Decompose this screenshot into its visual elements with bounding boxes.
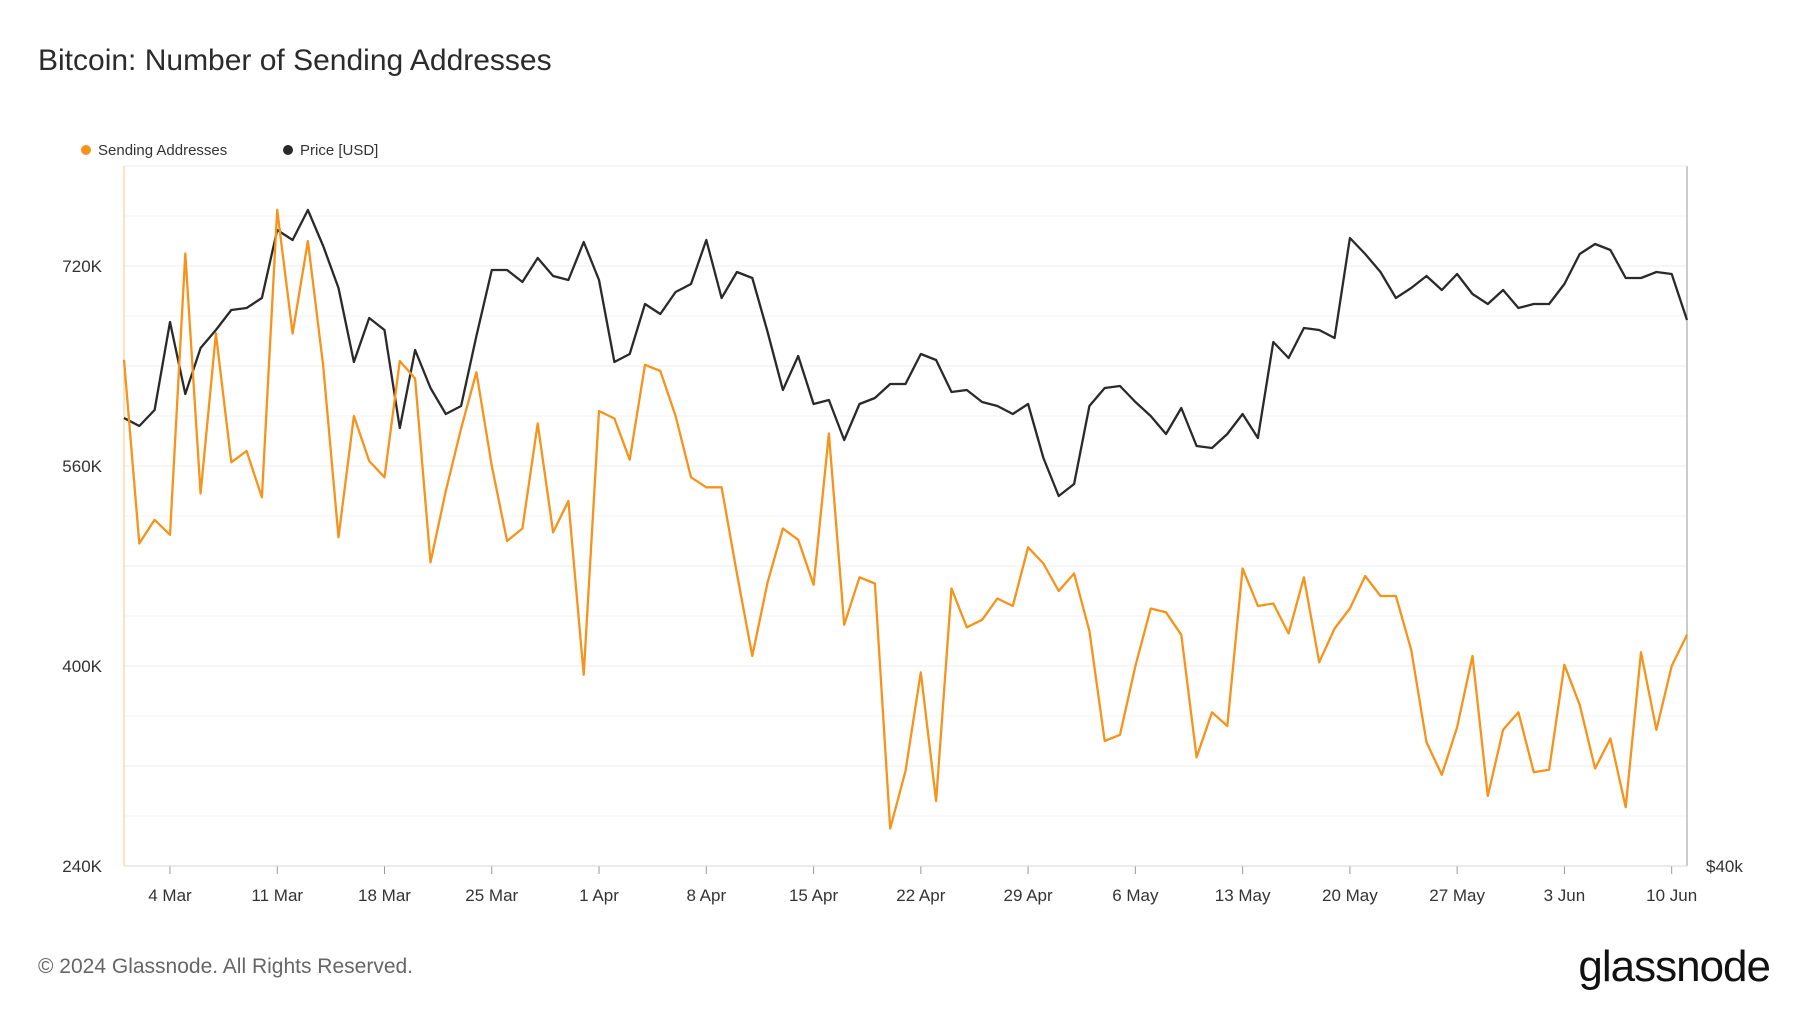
x-tick-label: 27 May [1429, 886, 1485, 905]
x-tick-label: 20 May [1322, 886, 1378, 905]
legend-marker [81, 145, 91, 155]
grid-lines [124, 215, 1687, 817]
y-tick-label: 560K [62, 457, 102, 476]
x-tick-label: 11 Mar [251, 886, 303, 905]
x-tick-label: 18 Mar [358, 886, 411, 905]
chart-title: Bitcoin: Number of Sending Addresses [38, 44, 552, 77]
x-tick-label: 15 Apr [789, 886, 838, 905]
legend-label: Sending Addresses [98, 142, 227, 159]
x-tick-label: 22 Apr [896, 886, 945, 905]
legend-label: Price [USD] [300, 142, 378, 159]
series-lines [122, 208, 1689, 830]
legend-marker [283, 145, 293, 155]
plot-frame [123, 165, 1688, 867]
y-right-tick-label: $40k [1706, 857, 1743, 876]
x-tick-label: 13 May [1215, 886, 1271, 905]
y-tick-label: 400K [62, 657, 102, 676]
glassnode-logo: glassnode [1578, 942, 1771, 991]
x-tick-label: 29 Apr [1004, 886, 1053, 905]
copyright-footer: © 2024 Glassnode. All Rights Reserved. [38, 955, 414, 978]
y-axis-left: 240K 400K 560K 720K [62, 257, 102, 876]
x-tick-label: 4 Mar [148, 886, 192, 905]
x-tick-label: 8 Apr [686, 886, 726, 905]
y-tick-label: 720K [62, 257, 102, 276]
x-tick-label: 3 Jun [1544, 886, 1586, 905]
legend: Sending Addresses Price [USD] [81, 142, 378, 159]
sending-addresses-line [122, 208, 1689, 830]
price-line [123, 208, 1689, 498]
y-axis-right: $40k [1706, 857, 1743, 876]
y-tick-label: 240K [62, 857, 102, 876]
x-tick-label: 25 Mar [465, 886, 518, 905]
x-tick-label: 6 May [1112, 886, 1159, 905]
x-axis: 4 Mar 11 Mar 18 Mar 25 Mar 1 Apr 8 Apr 15 Apr 2… [148, 866, 1697, 905]
x-tick-label: 10 Jun [1646, 886, 1697, 905]
x-tick-label: 1 Apr [579, 886, 619, 905]
